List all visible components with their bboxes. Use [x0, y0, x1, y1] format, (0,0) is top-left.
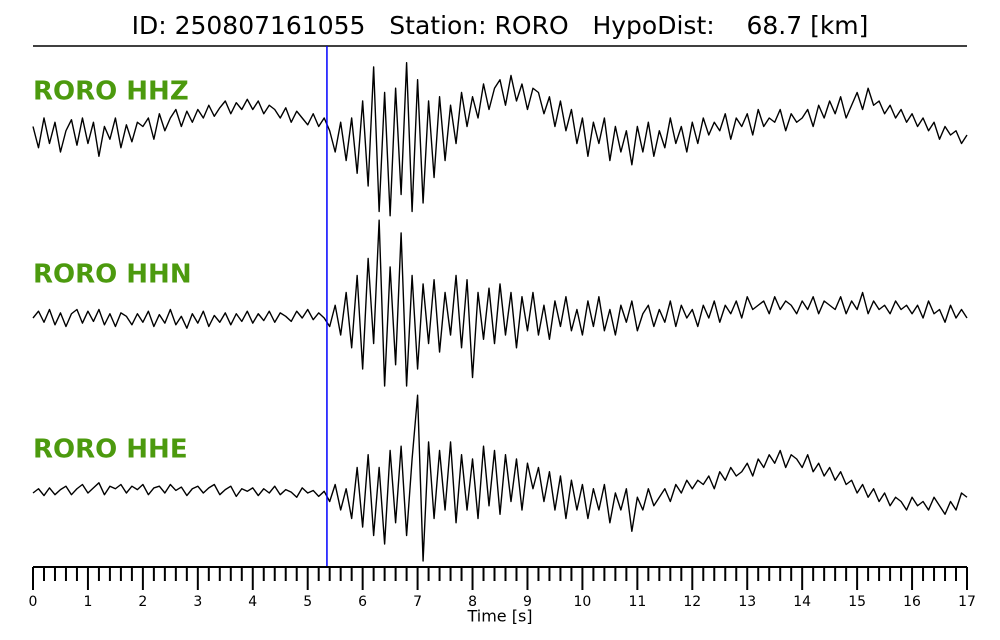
x-tick-label: 15: [848, 594, 866, 610]
x-tick-label: 17: [958, 594, 976, 610]
x-tick-label: 13: [738, 594, 756, 610]
x-tick-label: 9: [523, 594, 532, 610]
x-tick-label: 10: [573, 594, 591, 610]
x-tick-label: 6: [358, 594, 367, 610]
x-tick-label: 14: [793, 594, 811, 610]
waveform: [32, 394, 968, 562]
trace-label: RORO HHZ: [33, 77, 189, 107]
trace-label: RORO HHN: [33, 260, 192, 290]
x-tick-label: 11: [628, 594, 646, 610]
trace-label: RORO HHE: [33, 435, 188, 465]
chart-title: ID: 250807161055 Station: RORO HypoDist:…: [132, 11, 869, 40]
x-tick-label: 3: [193, 594, 202, 610]
x-tick-label: 5: [303, 594, 312, 610]
x-tick-label: 1: [83, 594, 92, 610]
waveform: [32, 62, 968, 217]
x-tick-label: 12: [683, 594, 701, 610]
x-tick-label: 4: [248, 594, 257, 610]
x-tick-label: 16: [903, 594, 921, 610]
x-tick-label: 2: [138, 594, 147, 610]
x-axis-label: Time [s]: [466, 607, 532, 626]
x-tick-label: 7: [413, 594, 422, 610]
x-tick-label: 8: [468, 594, 477, 610]
waveform: [32, 219, 968, 387]
x-tick-label: 0: [29, 594, 38, 610]
